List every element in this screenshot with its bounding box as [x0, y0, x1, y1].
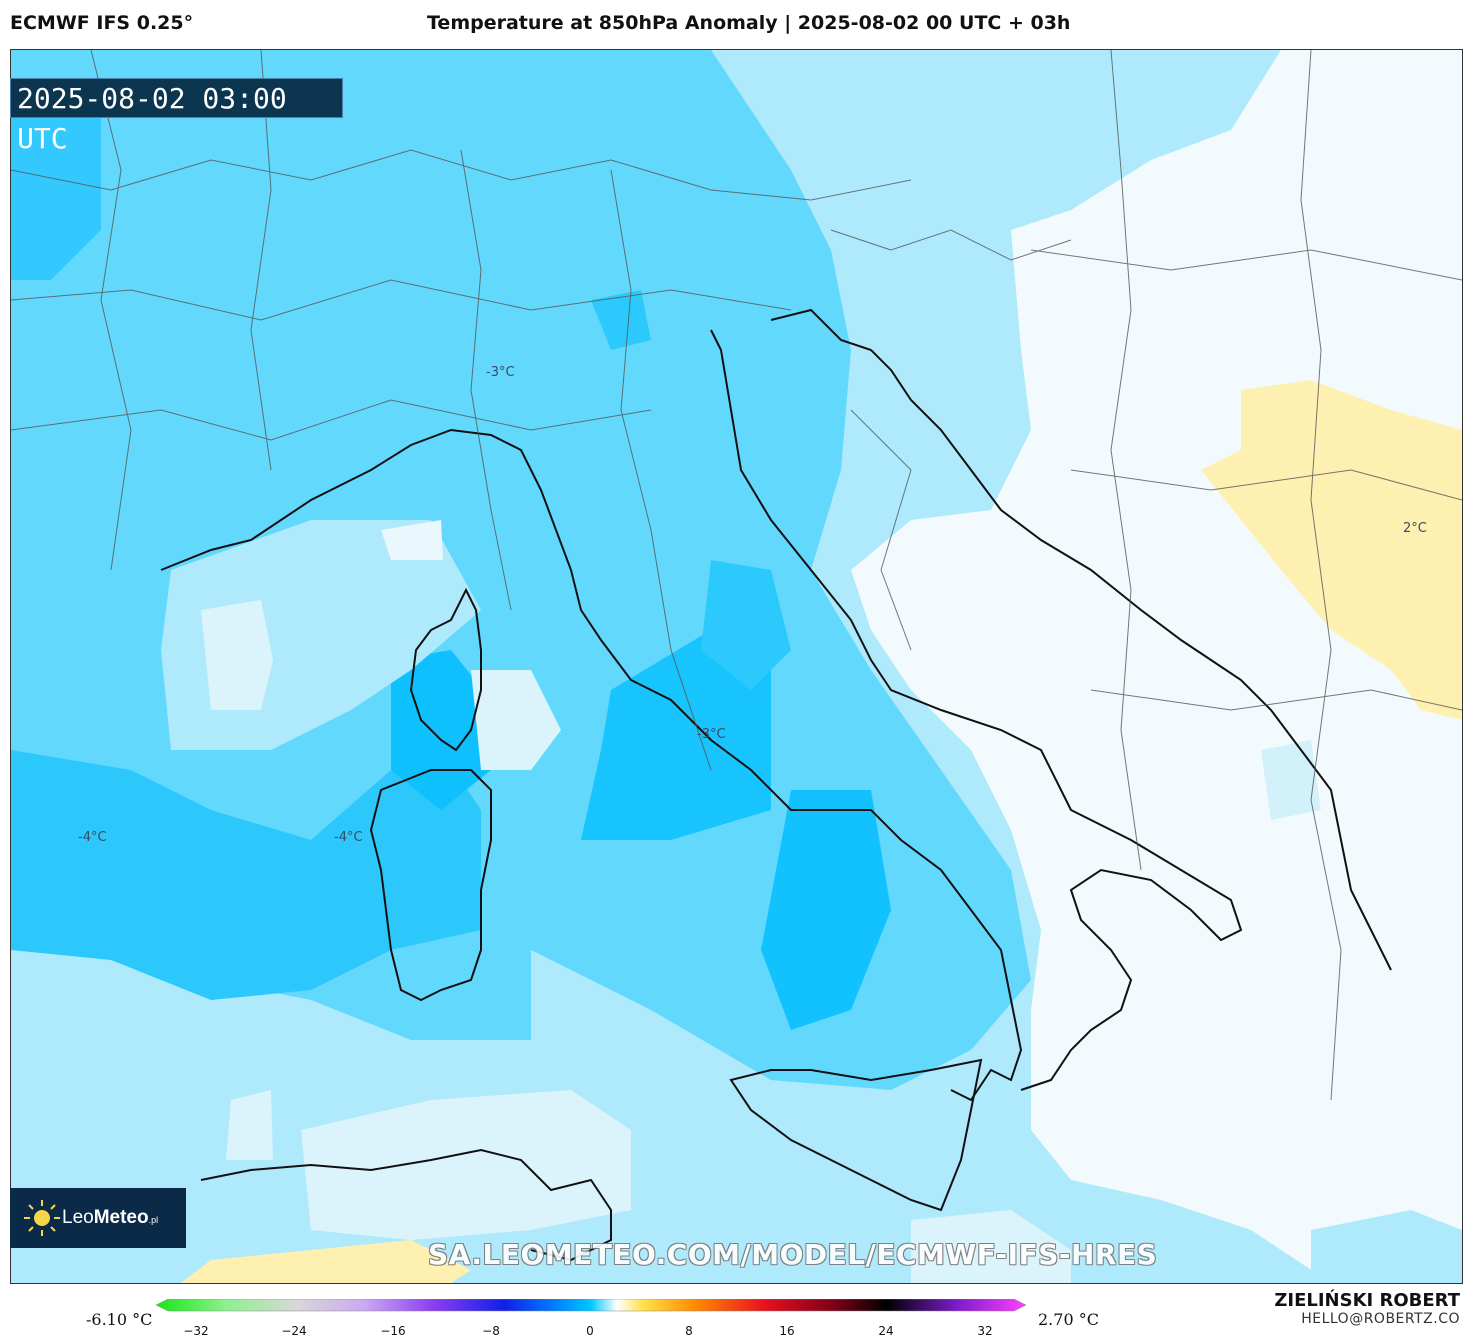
anomaly-zone-near-zero [851, 50, 1462, 1283]
anomaly-zone-warm [181, 1240, 471, 1283]
colorbar-tick: 0 [586, 1324, 594, 1338]
legend-min-value: -6.10 °C [86, 1310, 153, 1329]
anomaly-zone-deep [581, 630, 771, 840]
colorbar-tick: −24 [281, 1324, 307, 1338]
model-name: ECMWF IFS 0.25° [10, 12, 194, 34]
anomaly-zone-deep [11, 750, 481, 1000]
anomaly-zone-pale [911, 1210, 1071, 1283]
color-scale-bar [156, 1299, 1026, 1312]
anomaly-zone-deep [11, 110, 101, 280]
colorbar-tick: 24 [878, 1324, 894, 1338]
legend-max-value: 2.70 °C [1038, 1310, 1099, 1329]
anomaly-zone-deep [761, 790, 891, 1030]
brand-logo[interactable]: LeoMeteo.pl [10, 1188, 186, 1248]
anomaly-zone-light [1311, 1210, 1462, 1283]
anomaly-zone-pale [381, 520, 443, 560]
author-name: ZIELIŃSKI ROBERT [1274, 1290, 1460, 1311]
map-panel[interactable]: -3°C -3°C -4°C -4°C 2°C [10, 49, 1463, 1284]
colorbar-tick: 32 [977, 1324, 993, 1338]
anomaly-zone-pale [471, 670, 561, 770]
colorbar-tick: 8 [685, 1324, 693, 1338]
anomaly-zone-deep [701, 560, 791, 690]
colorbar-tick: 16 [779, 1324, 795, 1338]
anomaly-zone-light [1261, 740, 1321, 820]
anomaly-zone-pale [301, 1090, 631, 1240]
contour-label-west-med: -4°C [78, 830, 107, 845]
map-title: Temperature at 850hPa Anomaly | 2025-08-… [427, 12, 1071, 34]
sun-icon [24, 1200, 60, 1236]
anomaly-zone-deep [591, 290, 651, 350]
brand-name: LeoMeteo.pl [62, 1207, 159, 1228]
colorbar-tick: −32 [183, 1324, 209, 1338]
author-email[interactable]: HELLO@ROBERTZ.CO [1301, 1311, 1460, 1327]
valid-time-badge: 2025-08-02 03:00 UTC [10, 78, 343, 155]
colorbar-tick: −16 [380, 1324, 406, 1338]
coastlines [160, 308, 1392, 1262]
contour-label-tyrrhenian: -3°C [697, 727, 726, 742]
anomaly-zone-pale [201, 600, 273, 710]
admin-borders [11, 50, 1462, 1101]
source-watermark: SA.LEOMETEO.COM/MODEL/ECMWF-IFS-HRES [428, 1238, 1158, 1271]
anomaly-zone-warm [1201, 380, 1462, 720]
anomaly-zone-pale [226, 1090, 273, 1160]
anomaly-map: -3°C -3°C -4°C -4°C 2°C [11, 50, 1462, 1283]
colorbar-tick: −8 [482, 1324, 500, 1338]
contour-label-north-italy: -3°C [486, 365, 515, 380]
author-credit: ZIELIŃSKI ROBERT HELLO@ROBERTZ.CO [1274, 1290, 1460, 1327]
contour-label-balkans: 2°C [1403, 521, 1427, 536]
contour-label-sardinia: -4°C [334, 830, 363, 845]
